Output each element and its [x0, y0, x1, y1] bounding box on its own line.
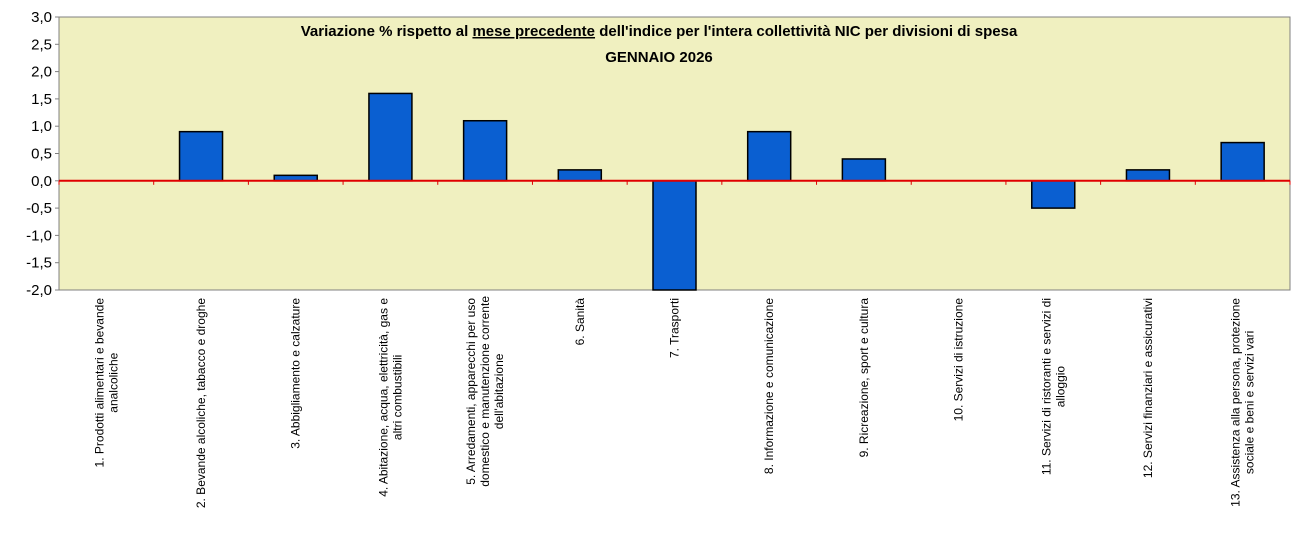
- category-label-line: 12. Servizi finanziari e assicurativi: [1141, 298, 1155, 478]
- category-label-line: analcoliche: [106, 352, 120, 412]
- y-tick-label: -1,0: [26, 227, 52, 244]
- category-label: 6. Sanità: [573, 298, 587, 346]
- category-label: 10. Servizi di istruzione: [952, 298, 966, 422]
- chart-title-line-1: Variazione % rispetto al mese precedente…: [301, 23, 1018, 40]
- category-label: 2. Bevande alcoliche, tabacco e droghe: [194, 298, 208, 508]
- category-label-line: 4. Abitazione, acqua, elettricità, gas e: [376, 298, 390, 497]
- chart-title: GENNAIO 2026: [605, 49, 713, 66]
- bar: [1125, 169, 1171, 182]
- category-label-line: 7. Trasporti: [668, 298, 682, 358]
- category-label: 7. Trasporti: [668, 298, 682, 358]
- y-tick-label: 2,5: [31, 36, 52, 53]
- category-label-line: 13. Assistenza alla persona, protezione: [1229, 298, 1243, 507]
- y-tick-label: -0,5: [26, 200, 52, 217]
- y-tick-label: -2,0: [26, 282, 52, 299]
- bar: [178, 130, 224, 182]
- y-tick-label: 1,5: [31, 91, 52, 108]
- category-label: 12. Servizi finanziari e assicurativi: [1141, 298, 1155, 478]
- category-label-line: 2. Bevande alcoliche, tabacco e droghe: [194, 298, 208, 508]
- category-label-line: sociale e beni e servizi vari: [1243, 331, 1257, 474]
- bar: [557, 169, 603, 182]
- category-label: 1. Prodotti alimentari e bevandeanalcoli…: [92, 298, 120, 468]
- bar: [1031, 180, 1076, 209]
- bar: [841, 158, 887, 182]
- category-label-line: 10. Servizi di istruzione: [952, 298, 966, 422]
- title-prefix: Variazione % rispetto al: [301, 23, 473, 40]
- y-tick-label: 0,0: [31, 173, 52, 190]
- bar: [462, 119, 508, 182]
- category-label: 11. Servizi di ristoranti e servizi dial…: [1039, 298, 1067, 475]
- category-label: 13. Assistenza alla persona, proteziones…: [1229, 298, 1257, 507]
- y-tick-label: 3,0: [31, 9, 52, 26]
- category-label: 9. Ricreazione, sport e cultura: [857, 298, 871, 458]
- category-label-line: domestico e manutenzione corrente: [478, 296, 492, 487]
- bars: [58, 92, 1291, 291]
- bar: [652, 180, 697, 291]
- y-tick-label: -1,5: [26, 255, 52, 272]
- bar: [1220, 141, 1265, 182]
- x-axis-categories: 1. Prodotti alimentari e bevandeanalcoli…: [92, 296, 1256, 508]
- category-label-line: 11. Servizi di ristoranti e servizi di: [1039, 298, 1053, 475]
- category-label: 3. Abbigliamento e calzature: [289, 298, 303, 449]
- title-underlined: mese precedente: [472, 23, 595, 40]
- category-label: 8. Informazione e comunicazione: [762, 298, 776, 474]
- y-tick-label: 2,0: [31, 64, 52, 81]
- category-label-line: 5. Arredamenti, apparecchi per uso: [464, 298, 478, 485]
- y-axis: 3,0 2,5 2,0 1,5 1,0 0,5 0,0 -0,5 -1,0 -1,5 -2,0: [26, 9, 59, 299]
- category-label: 4. Abitazione, acqua, elettricità, gas e…: [376, 298, 404, 497]
- category-label-line: dell'abitazione: [492, 353, 506, 429]
- bar: [746, 130, 792, 182]
- y-tick-label: 0,5: [31, 146, 52, 163]
- title-suffix: dell'indice per l'intera collettività NI…: [595, 23, 1018, 40]
- y-tick-label: 1,0: [31, 118, 52, 135]
- category-label-line: 9. Ricreazione, sport e cultura: [857, 298, 871, 458]
- bar: [368, 92, 413, 182]
- category-label-line: 8. Informazione e comunicazione: [762, 298, 776, 474]
- category-label-line: 6. Sanità: [573, 298, 587, 346]
- category-label-line: 3. Abbigliamento e calzature: [289, 298, 303, 449]
- category-label-line: 1. Prodotti alimentari e bevande: [92, 298, 106, 468]
- category-label-line: alloggio: [1053, 366, 1067, 408]
- category-label-line: altri combustibili: [390, 355, 404, 440]
- category-label: 5. Arredamenti, apparecchi per usodomest…: [464, 296, 506, 487]
